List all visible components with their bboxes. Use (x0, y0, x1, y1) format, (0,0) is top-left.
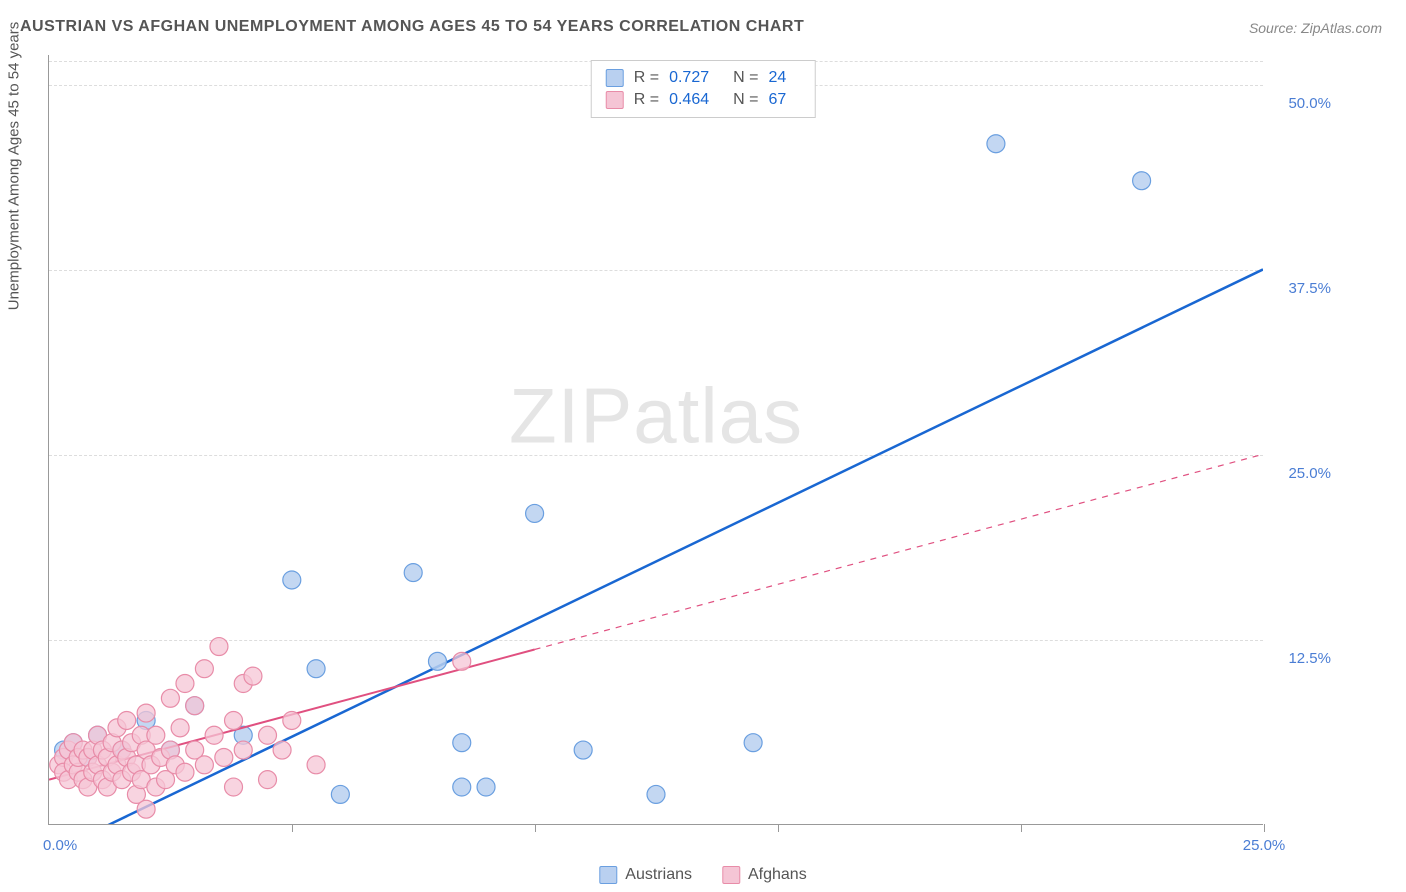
data-point (647, 785, 665, 803)
x-tick (292, 824, 293, 832)
data-point (307, 660, 325, 678)
data-point (331, 785, 349, 803)
data-point (744, 734, 762, 752)
data-point (283, 711, 301, 729)
legend-swatch (599, 866, 617, 884)
data-point (234, 741, 252, 759)
plot-area: ZIPatlas 12.5%25.0%37.5%50.0%0.0%25.0% (48, 55, 1263, 825)
x-tick-label: 0.0% (43, 837, 77, 854)
legend-swatch (722, 866, 740, 884)
stats-n-value: 24 (768, 69, 786, 87)
data-point (147, 726, 165, 744)
stats-n-value: 67 (768, 91, 786, 109)
chart-svg (49, 55, 1263, 824)
data-point (137, 704, 155, 722)
stats-row: R = 0.727 N = 24 (606, 67, 801, 89)
x-tick (1264, 824, 1265, 832)
data-point (210, 638, 228, 656)
y-tick-label: 25.0% (1288, 465, 1331, 482)
stats-r-label: R = (634, 91, 659, 109)
data-point (453, 734, 471, 752)
stats-swatch (606, 69, 624, 87)
stats-r-value: 0.464 (669, 91, 709, 109)
stats-row: R = 0.464 N = 67 (606, 89, 801, 111)
x-tick-label: 25.0% (1243, 837, 1286, 854)
data-point (1133, 172, 1151, 190)
trend-line-dashed (535, 454, 1263, 649)
legend-item: Afghans (722, 866, 807, 884)
data-point (453, 778, 471, 796)
data-point (225, 711, 243, 729)
data-point (171, 719, 189, 737)
data-point (404, 564, 422, 582)
data-point (453, 652, 471, 670)
data-point (225, 778, 243, 796)
y-tick-label: 12.5% (1288, 650, 1331, 667)
y-axis-label: Unemployment Among Ages 45 to 54 years (6, 22, 23, 311)
legend-item: Austrians (599, 866, 692, 884)
legend-label: Austrians (625, 866, 692, 884)
data-point (176, 763, 194, 781)
source-label: Source: ZipAtlas.com (1249, 20, 1382, 36)
y-tick-label: 50.0% (1288, 95, 1331, 112)
data-point (137, 800, 155, 818)
data-point (161, 689, 179, 707)
y-tick-label: 37.5% (1288, 280, 1331, 297)
legend-label: Afghans (748, 866, 807, 884)
data-point (118, 711, 136, 729)
trend-line (49, 269, 1263, 824)
chart-title: AUSTRIAN VS AFGHAN UNEMPLOYMENT AMONG AG… (20, 18, 804, 36)
data-point (574, 741, 592, 759)
data-point (215, 748, 233, 766)
data-point (987, 135, 1005, 153)
stats-r-label: R = (634, 69, 659, 87)
data-point (259, 726, 277, 744)
data-point (307, 756, 325, 774)
stats-r-value: 0.727 (669, 69, 709, 87)
data-point (428, 652, 446, 670)
data-point (477, 778, 495, 796)
data-point (259, 771, 277, 789)
x-tick (1021, 824, 1022, 832)
stats-n-label: N = (733, 69, 758, 87)
x-tick (535, 824, 536, 832)
stats-n-label: N = (733, 91, 758, 109)
legend: Austrians Afghans (599, 866, 806, 884)
chart-container: AUSTRIAN VS AFGHAN UNEMPLOYMENT AMONG AG… (0, 0, 1406, 892)
x-tick (778, 824, 779, 832)
stats-swatch (606, 91, 624, 109)
data-point (283, 571, 301, 589)
data-point (195, 756, 213, 774)
stats-box: R = 0.727 N = 24 R = 0.464 N = 67 (591, 60, 816, 118)
data-point (205, 726, 223, 744)
data-point (186, 697, 204, 715)
data-point (195, 660, 213, 678)
data-point (273, 741, 291, 759)
data-point (526, 504, 544, 522)
data-point (244, 667, 262, 685)
data-point (176, 675, 194, 693)
